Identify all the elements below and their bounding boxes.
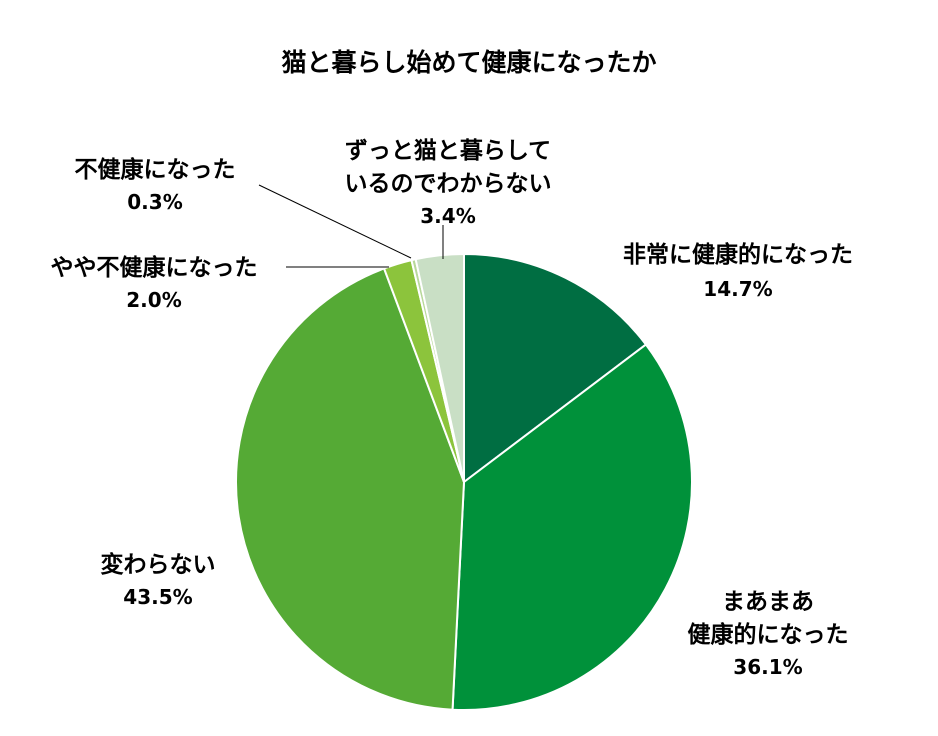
pie-slice	[451, 343, 694, 711]
slice-value-label: 2.0%	[126, 288, 181, 312]
slice-label: ずっと猫と暮らして	[345, 138, 551, 164]
slice-value-label: 0.3%	[127, 190, 182, 214]
slice-label: いるのでわからない	[345, 171, 552, 197]
slice-value-label: 14.7%	[703, 277, 772, 301]
pie-slices	[235, 252, 694, 711]
pie-slice	[463, 252, 648, 485]
leader-lines	[258, 184, 444, 268]
slice-label: 不健康になった	[75, 156, 236, 183]
slice-value-label: 43.5%	[123, 585, 192, 609]
slice-label: まあまあ	[722, 589, 814, 615]
pie-slice	[235, 267, 466, 711]
slice-label: 健康的になった	[688, 621, 849, 648]
leader-line	[258, 184, 412, 259]
slice-value-label: 3.4%	[420, 204, 475, 228]
pie-slice	[414, 252, 465, 483]
slice-value-label: 36.1%	[733, 655, 802, 679]
slice-label: やや不健康になった	[51, 254, 258, 281]
slice-label: 変わらない	[101, 551, 216, 578]
slice-label: 非常に健康的になった	[623, 241, 853, 268]
chart-title: 猫と暮らし始めて健康になったか	[281, 48, 656, 77]
